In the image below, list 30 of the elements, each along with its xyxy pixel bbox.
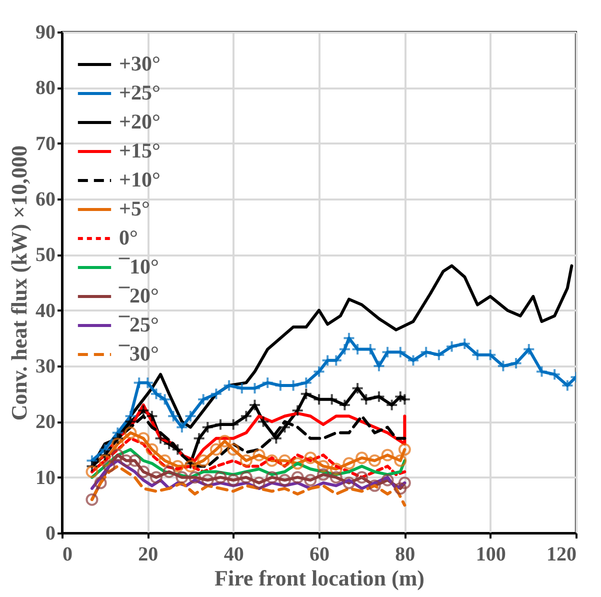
y-tick-label: 90	[36, 22, 56, 44]
x-tick-label: 80	[395, 544, 416, 566]
x-tick-label: 120	[546, 544, 576, 566]
y-tick-label: 0	[46, 522, 56, 544]
x-tick-label: 0	[62, 544, 72, 566]
legend-label: +15°	[119, 138, 160, 162]
y-tick-label: 80	[36, 77, 56, 100]
legend-label: ¯30°	[118, 342, 159, 366]
y-tick-label: 60	[36, 188, 56, 210]
y-axis-title: Conv. heat flux (kW) ×10,000	[6, 145, 32, 421]
y-tick-label: 30	[36, 356, 56, 378]
y-tick-label: 10	[36, 466, 56, 489]
y-tick-label: 20	[36, 411, 56, 434]
x-tick-label: 40	[224, 544, 244, 566]
y-tick-label: 40	[36, 300, 56, 322]
legend-label: +5°	[119, 196, 150, 220]
legend-label: ¯10°	[118, 254, 159, 278]
legend-label: +20°	[119, 110, 160, 134]
legend-label: +25°	[119, 80, 160, 104]
x-tick-label: 100	[476, 544, 506, 566]
y-tick-label: 50	[36, 244, 56, 266]
x-tick-label: 60	[310, 544, 330, 566]
x-axis-title: Fire front location (m)	[214, 566, 424, 590]
y-tick-label: 70	[36, 132, 56, 155]
legend-label: ¯20°	[118, 284, 159, 308]
legend-label: ¯25°	[118, 312, 159, 336]
x-tick-label: 20	[138, 544, 158, 566]
legend-label: +10°	[119, 168, 160, 192]
legend-label: +30°	[119, 52, 160, 76]
legend-label: 0°	[119, 226, 138, 250]
